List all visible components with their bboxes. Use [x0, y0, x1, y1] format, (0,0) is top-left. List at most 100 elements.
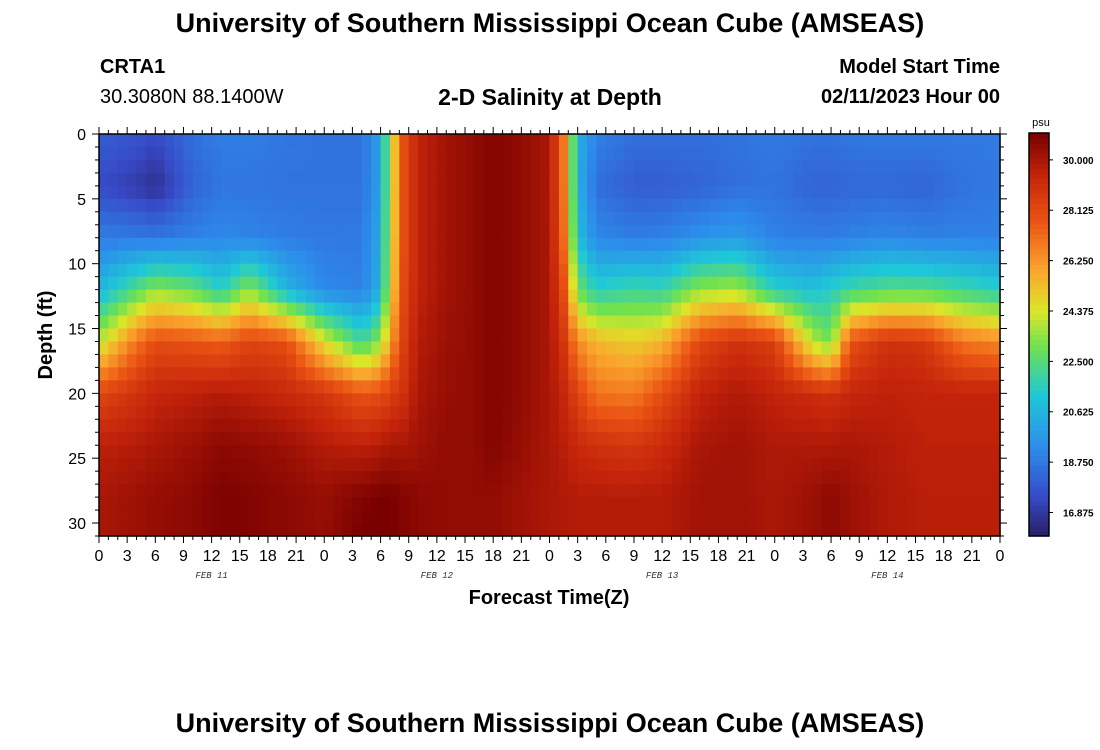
heatmap-cell [108, 328, 119, 343]
heatmap-cell [361, 510, 372, 524]
heatmap-cell [427, 497, 438, 511]
heatmap-cell [737, 406, 748, 420]
heatmap-cell [793, 419, 804, 433]
heatmap-cell [840, 237, 851, 252]
heatmap-cell [793, 159, 804, 174]
heatmap-cell [821, 419, 832, 433]
heatmap-cell [380, 523, 391, 537]
heatmap-cell [802, 289, 813, 304]
heatmap-cell [709, 445, 720, 459]
heatmap-cell [755, 393, 766, 407]
heatmap-cell [802, 445, 813, 459]
x-tick-label: 6 [151, 548, 160, 565]
heatmap-cell [155, 263, 166, 278]
heatmap-cell [314, 134, 325, 148]
heatmap-cell [465, 419, 476, 433]
colorbar-step [1029, 133, 1049, 139]
heatmap-cell [915, 510, 926, 524]
heatmap-cell [577, 263, 588, 278]
heatmap-cell [671, 406, 682, 420]
heatmap-cell [671, 315, 682, 330]
heatmap-cell [887, 289, 898, 304]
heatmap-cell [943, 224, 954, 239]
heatmap-cell [483, 471, 494, 485]
heatmap-cell [343, 159, 354, 174]
heatmap-cell [136, 237, 147, 252]
heatmap-cell [558, 276, 569, 291]
heatmap-cell [502, 458, 513, 472]
heatmap-cell [446, 354, 457, 369]
heatmap-cell [436, 484, 447, 498]
heatmap-cell [727, 367, 738, 381]
heatmap-cell [821, 406, 832, 420]
heatmap-cell [465, 445, 476, 459]
heatmap-cell [511, 367, 522, 381]
heatmap-cell [737, 250, 748, 265]
heatmap-cell [915, 159, 926, 174]
heatmap-cell [286, 523, 297, 537]
colorbar-tick-label: 16.875 [1063, 508, 1094, 519]
heatmap-cell [953, 354, 964, 369]
heatmap-cell [155, 354, 166, 369]
heatmap-cell [333, 406, 344, 420]
heatmap-cell [343, 263, 354, 278]
heatmap-cell [380, 289, 391, 304]
heatmap-cell [577, 276, 588, 291]
heatmap-cell [699, 237, 710, 252]
heatmap-cell [474, 146, 485, 161]
heatmap-cell [868, 510, 879, 524]
heatmap-cell [202, 211, 213, 226]
heatmap-cell [953, 172, 964, 187]
heatmap-cell [924, 289, 935, 304]
heatmap-cell [446, 497, 457, 511]
heatmap-cell [812, 471, 823, 485]
heatmap-cell [877, 341, 888, 356]
heatmap-cell [624, 510, 635, 524]
heatmap-cell [418, 211, 429, 226]
heatmap-cell [267, 328, 278, 343]
heatmap-cell [127, 471, 138, 485]
heatmap-cell [662, 185, 673, 200]
heatmap-cell [183, 445, 194, 459]
heatmap-cell [483, 276, 494, 291]
heatmap-cell [765, 523, 776, 537]
heatmap-cell [521, 380, 532, 394]
heatmap-cell [230, 224, 241, 239]
heatmap-cell [643, 263, 654, 278]
heatmap-cell [774, 172, 785, 187]
heatmap-cell [840, 198, 851, 213]
heatmap-cell [418, 146, 429, 161]
heatmap-cell [831, 497, 842, 511]
heatmap-cell [746, 224, 757, 239]
heatmap-cell [333, 471, 344, 485]
heatmap-cell [446, 276, 457, 291]
heatmap-cell [652, 237, 663, 252]
heatmap-cell [277, 198, 288, 213]
heatmap-cell [408, 393, 419, 407]
heatmap-cell [127, 497, 138, 511]
heatmap-cell [953, 302, 964, 317]
heatmap-cell [624, 224, 635, 239]
heatmap-cell [155, 393, 166, 407]
colorbar-step [1029, 299, 1049, 305]
heatmap-cell [418, 289, 429, 304]
heatmap-cell [784, 510, 795, 524]
heatmap-cell [859, 445, 870, 459]
heatmap-cell [389, 276, 400, 291]
heatmap-cell [652, 432, 663, 446]
heatmap-cell [924, 341, 935, 356]
heatmap-cell [652, 198, 663, 213]
heatmap-cell [718, 432, 729, 446]
heatmap-cell [887, 198, 898, 213]
colorbar-step [1029, 148, 1049, 154]
heatmap-cell [286, 185, 297, 200]
heatmap-cell [145, 172, 156, 187]
heatmap-cell [418, 497, 429, 511]
heatmap-cell [868, 146, 879, 161]
heatmap-cell [399, 250, 410, 265]
heatmap-cell [812, 406, 823, 420]
heatmap-cell [174, 315, 185, 330]
heatmap-cell [981, 471, 992, 485]
heatmap-cell [108, 198, 119, 213]
heatmap-cell [943, 484, 954, 498]
